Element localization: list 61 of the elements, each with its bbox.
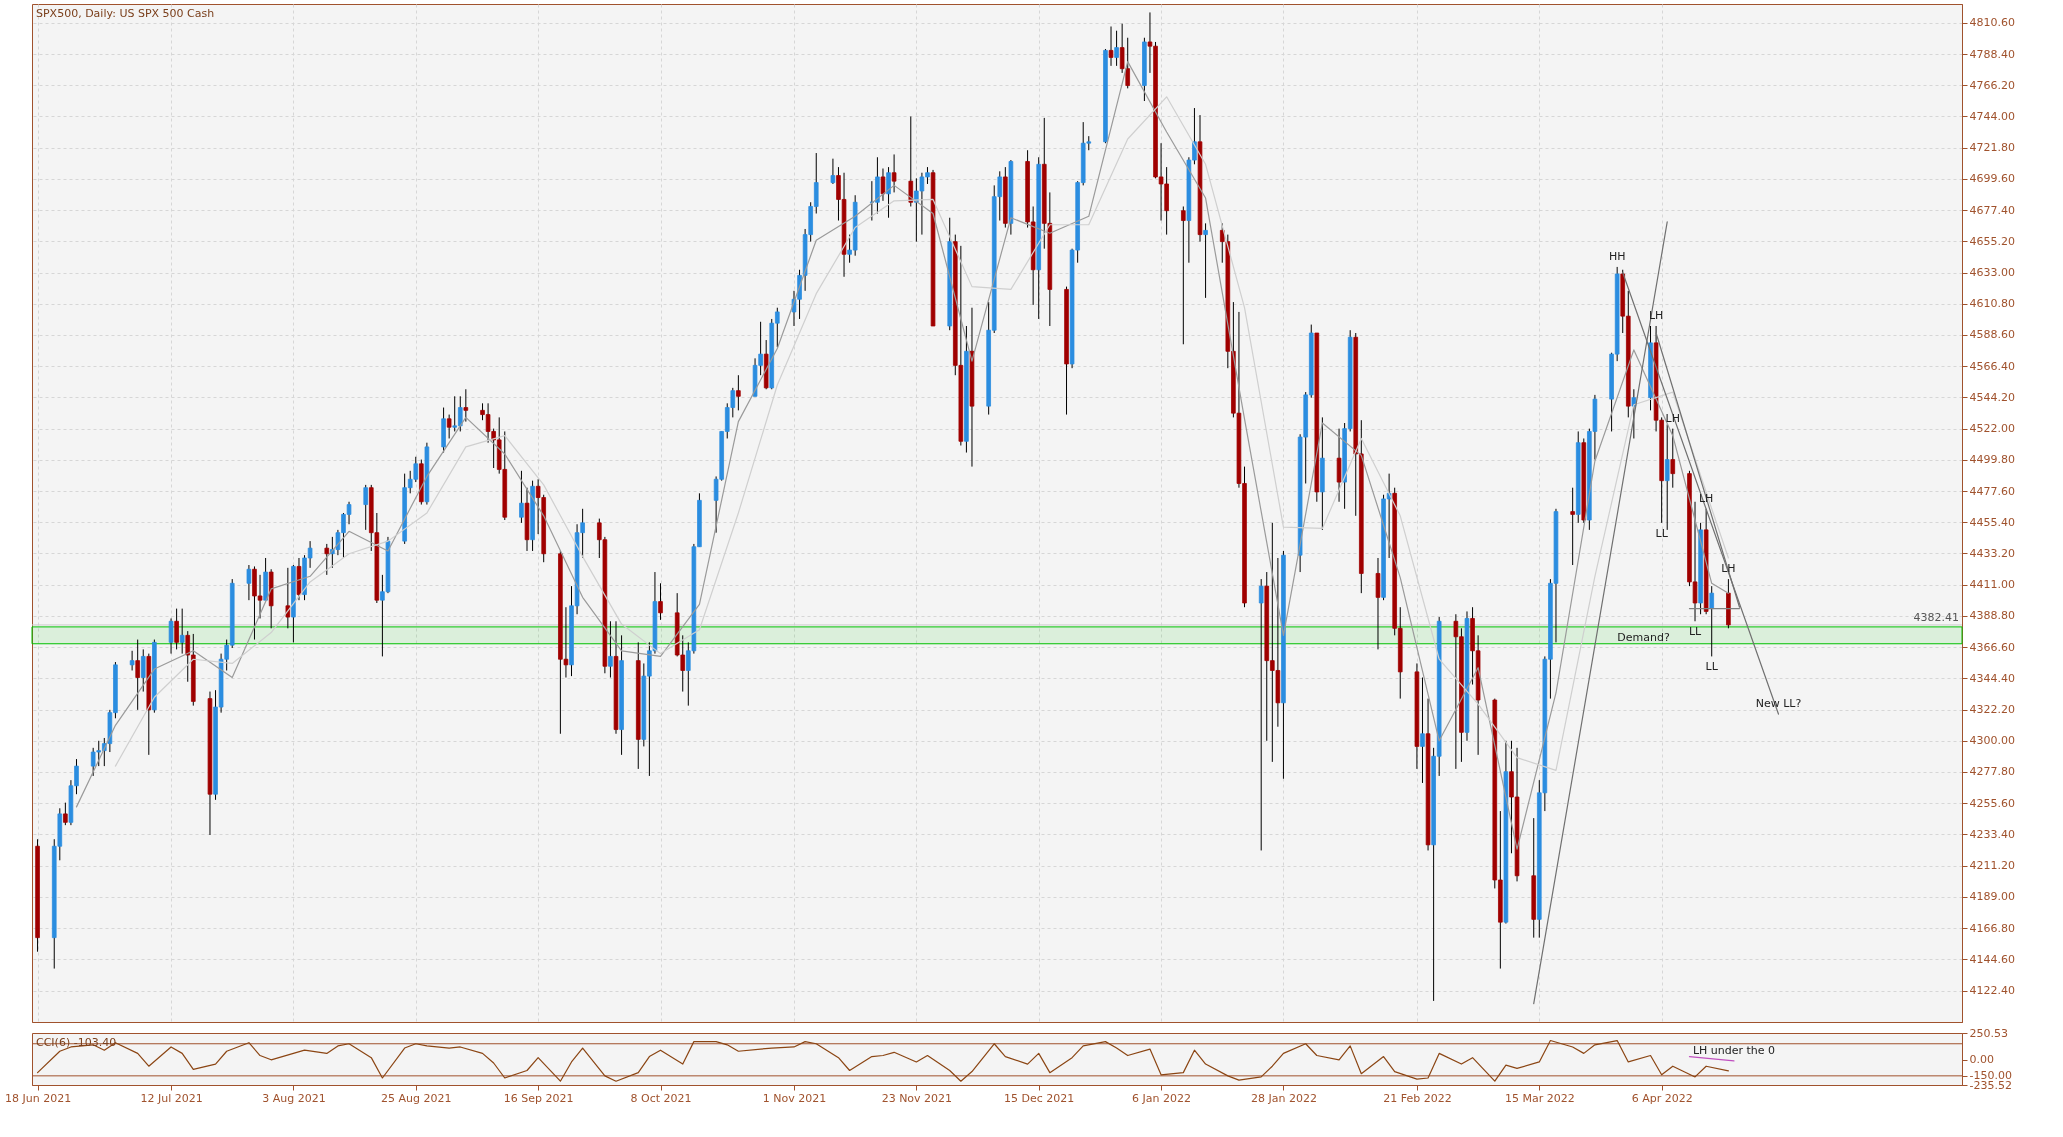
band-label: Demand? bbox=[1617, 630, 1670, 644]
y-tick-label: 4255.60 bbox=[1969, 796, 2015, 810]
y-tick-label: 4522.00 bbox=[1969, 422, 2015, 436]
y-tick-label: 4122.40 bbox=[1969, 984, 2015, 997]
x-tick-label: 6 Apr 2022 bbox=[1631, 1091, 1693, 1105]
y-tick-label: 4455.40 bbox=[1969, 515, 2015, 529]
x-tick-label: 28 Jan 2022 bbox=[1250, 1091, 1317, 1105]
y-tick-label: 4388.80 bbox=[1969, 609, 2015, 623]
x-tick-label: 12 Jul 2021 bbox=[140, 1091, 203, 1105]
annotation: LH bbox=[1648, 308, 1664, 322]
y-tick-label: 4189.00 bbox=[1969, 890, 2015, 904]
y-tick-label: 4544.20 bbox=[1969, 390, 2015, 404]
annotation: LH bbox=[1698, 491, 1714, 505]
x-tick-label: 1 Nov 2021 bbox=[762, 1091, 827, 1105]
y-tick-label: 4588.60 bbox=[1969, 328, 2015, 342]
y-tick-label: 4766.20 bbox=[1969, 78, 2015, 92]
annotation: LL bbox=[1688, 625, 1703, 639]
y-tick-label: 4699.60 bbox=[1969, 172, 2015, 186]
annotation: New LL? bbox=[1755, 697, 1802, 711]
annotation: LL bbox=[1705, 660, 1719, 674]
annotation: HH bbox=[1608, 249, 1626, 263]
y-tick-label: 4411.00 bbox=[1969, 578, 2015, 592]
y-tick-label: 4810.60 bbox=[1969, 16, 2015, 30]
annotation: LH bbox=[1665, 411, 1680, 425]
x-tick-label: 16 Sep 2021 bbox=[503, 1091, 574, 1105]
y-tick-label: 4166.80 bbox=[1969, 921, 2015, 935]
y-tick-label: 4233.40 bbox=[1969, 827, 2015, 841]
ref-line-label: 4382.41 bbox=[1913, 610, 1959, 624]
y-tick-label: 4277.80 bbox=[1969, 765, 2015, 779]
y-tick-label: 4655.20 bbox=[1969, 234, 2015, 248]
x-tick-label: 25 Aug 2021 bbox=[381, 1091, 452, 1105]
y-tick-label: 0.00 bbox=[1969, 1053, 1994, 1067]
y-tick-label: 4566.40 bbox=[1969, 359, 2015, 373]
y-tick-label: 4322.20 bbox=[1969, 703, 2015, 717]
x-tick-label: 8 Oct 2021 bbox=[630, 1091, 692, 1105]
x-tick-label: 23 Nov 2021 bbox=[881, 1091, 953, 1105]
y-tick-label: 250.53 bbox=[1969, 1026, 2008, 1040]
y-tick-label: 4477.60 bbox=[1969, 484, 2015, 498]
chart-title: SPX500, Daily: US SPX 500 Cash bbox=[36, 7, 215, 20]
y-tick-label: 4721.80 bbox=[1969, 141, 2015, 155]
y-tick-label: 4744.00 bbox=[1969, 109, 2015, 123]
annotation: LH under the 0 bbox=[1692, 1043, 1776, 1057]
x-tick-label: 15 Dec 2021 bbox=[1004, 1091, 1075, 1105]
y-tick-label: 4788.40 bbox=[1969, 47, 2015, 61]
x-tick-label: 6 Jan 2022 bbox=[1132, 1091, 1192, 1105]
y-tick-label: 4211.20 bbox=[1969, 859, 2015, 873]
y-tick-label: 4610.80 bbox=[1969, 297, 2015, 311]
x-tick-label: 21 Feb 2022 bbox=[1383, 1091, 1452, 1105]
x-tick-label: 18 Jun 2021 bbox=[4, 1091, 72, 1105]
x-tick-label: 3 Aug 2021 bbox=[262, 1091, 326, 1105]
x-tick-label: 15 Mar 2022 bbox=[1504, 1091, 1575, 1105]
y-tick-label: -235.52 bbox=[1969, 1078, 2012, 1092]
annotation: LL bbox=[1655, 526, 1669, 540]
y-tick-label: 4344.40 bbox=[1969, 671, 2015, 685]
y-tick-label: 4633.00 bbox=[1969, 266, 2015, 280]
y-tick-label: 4144.60 bbox=[1969, 952, 2015, 966]
y-tick-label: 4677.40 bbox=[1969, 203, 2015, 217]
y-tick-label: 4433.20 bbox=[1969, 547, 2015, 560]
y-tick-label: 4300.00 bbox=[1969, 734, 2015, 748]
y-tick-label: 4499.80 bbox=[1969, 453, 2015, 467]
y-tick-label: 4366.60 bbox=[1969, 640, 2015, 654]
